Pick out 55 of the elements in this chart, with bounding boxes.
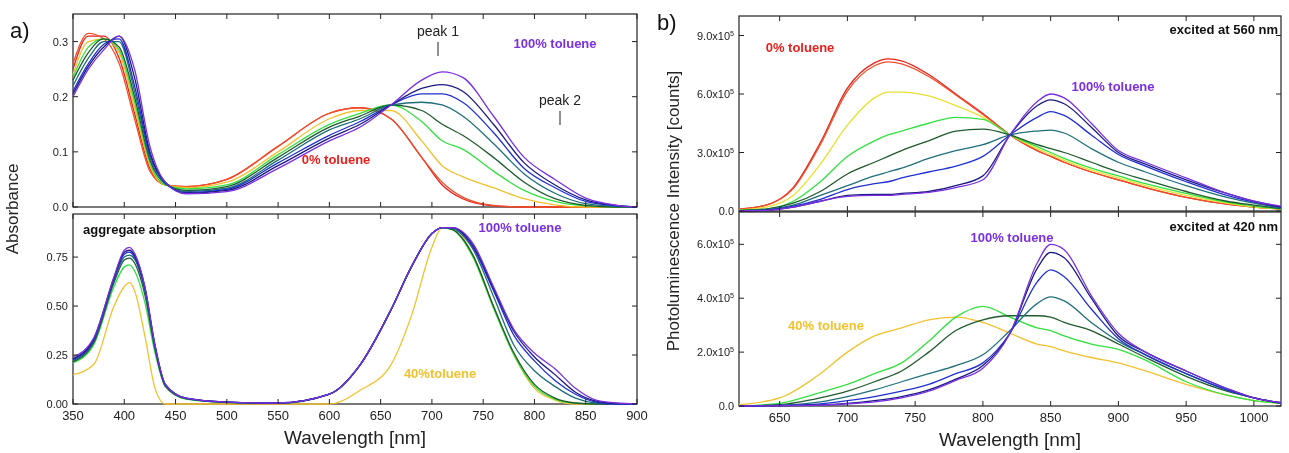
annotation: peak 1 bbox=[416, 23, 460, 39]
annotation: 40% toluene bbox=[788, 318, 864, 333]
annotation: peak 2 bbox=[538, 92, 582, 108]
y-tick-label: 0.1 bbox=[52, 145, 68, 158]
annotation: 100% toluene bbox=[513, 36, 597, 51]
x-axis-title: Wavelength [nm] bbox=[284, 427, 426, 448]
y-axis-title: Absorbance bbox=[3, 163, 22, 255]
x-tick-label: 900 bbox=[1107, 410, 1130, 425]
annotation: aggregate absorption bbox=[83, 222, 216, 237]
y-tick-label: 0.75 bbox=[46, 251, 68, 264]
x-tick-label: 800 bbox=[972, 410, 994, 425]
y-tick-label: 6.0x10$^{5}$ bbox=[696, 88, 735, 100]
y-tick-label: 6.0x10$^{5}$ bbox=[696, 238, 735, 251]
x-tick-label: 650 bbox=[768, 410, 791, 425]
x-tick-label: 600 bbox=[318, 408, 341, 423]
y-axis-title: Photoluminescence Intensity [counts] bbox=[664, 70, 683, 352]
annotation: excited at 420 nm bbox=[1169, 219, 1278, 234]
annotation: 100% toluene bbox=[478, 220, 562, 235]
x-tick-label: 850 bbox=[1039, 410, 1062, 425]
x-tick-label: 700 bbox=[836, 410, 859, 425]
y-tick-label: 0.00 bbox=[46, 398, 68, 410]
annotation: 0% toluene bbox=[765, 40, 835, 55]
y-tick-label: 0.50 bbox=[46, 300, 68, 313]
x-axis-title: Wavelength [nm] bbox=[939, 429, 1081, 450]
x-tick-label: 450 bbox=[164, 408, 187, 423]
y-tick-label: 3.0x10$^{5}$ bbox=[696, 146, 735, 159]
x-tick-label: 850 bbox=[574, 408, 597, 423]
y-tick-label: 0.0 bbox=[52, 201, 68, 213]
x-tick-label: 650 bbox=[369, 408, 392, 423]
y-tick-label: 0.0 bbox=[718, 400, 734, 412]
y-tick-label: 9.0x10$^{5}$ bbox=[696, 29, 735, 42]
annotation: 100% toluene bbox=[1071, 79, 1155, 94]
x-tick-label: 500 bbox=[215, 408, 238, 423]
y-tick-label: 2.0x10$^{5}$ bbox=[696, 346, 735, 359]
x-tick-label: 750 bbox=[472, 408, 495, 423]
x-tick-label: 750 bbox=[904, 410, 926, 425]
y-tick-label: 4.0x10$^{5}$ bbox=[696, 292, 735, 305]
x-tick-label: 950 bbox=[1175, 410, 1197, 425]
y-tick-label: 0.0 bbox=[718, 205, 734, 217]
x-tick-label: 400 bbox=[113, 408, 136, 423]
x-tick-label: 1000 bbox=[1239, 410, 1269, 425]
x-tick-label: 350 bbox=[62, 408, 84, 423]
x-tick-label: 700 bbox=[421, 408, 443, 423]
x-tick-label: 800 bbox=[523, 408, 546, 423]
x-tick-label: 900 bbox=[626, 408, 648, 423]
annotation: 100% toluene bbox=[970, 230, 1054, 245]
y-tick-label: 0.3 bbox=[52, 35, 68, 48]
chart-title: a) bbox=[10, 18, 30, 43]
annotation: excited at 560 nm bbox=[1169, 22, 1278, 37]
annotation: 40%toluene bbox=[403, 366, 477, 381]
annotation: 0% toluene bbox=[301, 152, 371, 167]
y-tick-label: 0.25 bbox=[46, 349, 68, 362]
x-tick-label: 550 bbox=[267, 408, 289, 423]
y-tick-label: 0.2 bbox=[52, 90, 68, 103]
chart-title: b) bbox=[657, 10, 677, 35]
